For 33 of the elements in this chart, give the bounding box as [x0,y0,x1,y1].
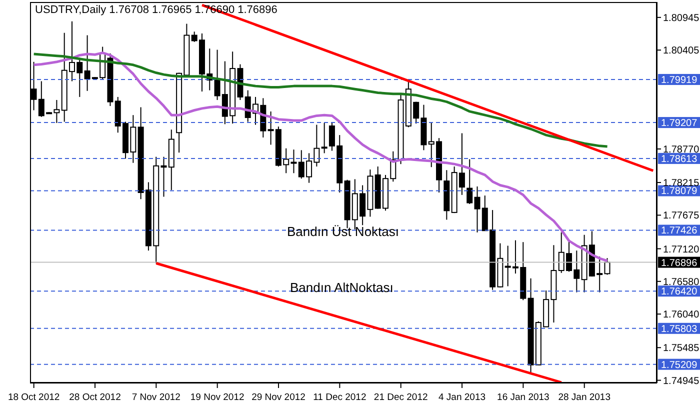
x-tick-label: 4 Jan 2013 [438,392,486,402]
ref-line-label: 1.75209 [661,360,698,371]
x-tick-label: 28 Oct 2012 [69,392,121,402]
x-tick-label: 28 Jan 2013 [558,392,611,402]
y-tick-label: 1.77675 [663,210,700,222]
ref-line-label: 1.78613 [661,154,698,165]
ref-line-label: 1.79919 [661,74,698,86]
y-tick-label: 1.75485 [663,343,700,354]
candlestick [321,122,328,154]
x-tick-label: 18 Oct 2012 [8,392,60,402]
y-tick-label: 1.80945 [663,12,700,24]
y-tick-label: 1.78770 [663,144,700,156]
candlestick [466,158,473,204]
x-tick-label: 29 Nov 2012 [252,392,306,402]
x-tick-label: 11 Dec 2012 [313,392,366,402]
y-tick-label: 1.74945 [663,376,700,387]
line-series [32,52,609,148]
y-tick-label: 1.76040 [663,310,700,321]
y-tick-label: 1.76580 [663,276,700,288]
ref-line-label: 1.77426 [661,226,698,237]
annotation: Bandın AltNoktası [290,280,394,295]
annotation: Bandın Üst Noktası [287,224,399,239]
ref-line-label: 1.79207 [661,118,698,130]
ref-line-label: 1.75803 [661,324,698,335]
x-tick-label: 21 Dec 2012 [374,392,428,402]
y-tick-label: 1.77120 [663,244,700,256]
ref-line-label: 1.76896 [661,258,698,269]
x-tick-label: 16 Jan 2013 [497,392,550,402]
x-tick-label: 19 Nov 2012 [190,392,244,402]
ref-line-label: 1.78079 [661,186,698,198]
ref-line-label: 1.76420 [661,286,698,298]
x-tick-label: 7 Nov 2012 [132,392,180,402]
y-tick-label: 1.80405 [663,46,700,57]
